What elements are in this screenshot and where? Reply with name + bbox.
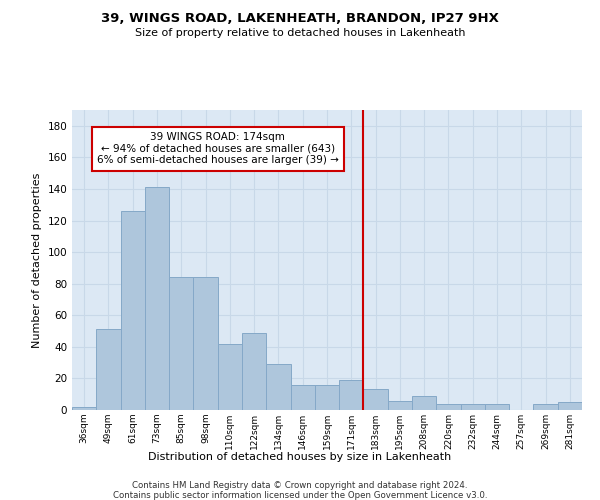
Bar — [218, 344, 242, 410]
Bar — [461, 404, 485, 410]
Bar — [290, 384, 315, 410]
Text: 39 WINGS ROAD: 174sqm
← 94% of detached houses are smaller (643)
6% of semi-deta: 39 WINGS ROAD: 174sqm ← 94% of detached … — [97, 132, 338, 166]
Bar — [558, 402, 582, 410]
Bar — [388, 400, 412, 410]
Text: Size of property relative to detached houses in Lakenheath: Size of property relative to detached ho… — [135, 28, 465, 38]
Text: Contains public sector information licensed under the Open Government Licence v3: Contains public sector information licen… — [113, 491, 487, 500]
Y-axis label: Number of detached properties: Number of detached properties — [32, 172, 42, 348]
Bar — [266, 364, 290, 410]
Text: Contains HM Land Registry data © Crown copyright and database right 2024.: Contains HM Land Registry data © Crown c… — [132, 481, 468, 490]
Bar — [145, 188, 169, 410]
Bar — [533, 404, 558, 410]
Bar — [193, 278, 218, 410]
Bar — [96, 330, 121, 410]
Bar — [364, 390, 388, 410]
Bar — [72, 407, 96, 410]
Bar — [242, 332, 266, 410]
Bar — [485, 404, 509, 410]
Bar — [169, 278, 193, 410]
Bar — [121, 211, 145, 410]
Text: Distribution of detached houses by size in Lakenheath: Distribution of detached houses by size … — [148, 452, 452, 462]
Bar — [339, 380, 364, 410]
Bar — [315, 384, 339, 410]
Bar — [412, 396, 436, 410]
Text: 39, WINGS ROAD, LAKENHEATH, BRANDON, IP27 9HX: 39, WINGS ROAD, LAKENHEATH, BRANDON, IP2… — [101, 12, 499, 26]
Bar — [436, 404, 461, 410]
